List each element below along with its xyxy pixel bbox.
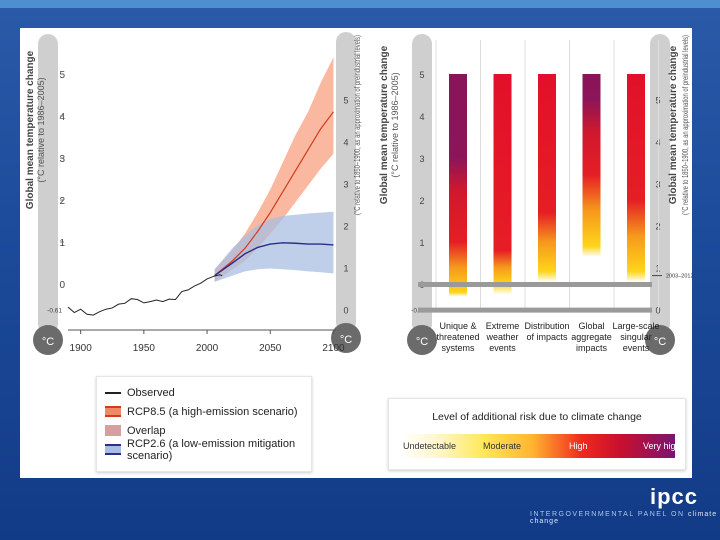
x-tick-label: 2050: [259, 343, 282, 354]
category-label: events: [623, 343, 650, 353]
right-thermometer-unit: °C: [340, 334, 352, 346]
right-thermometer-bulb: [331, 323, 361, 353]
right-panel-left-thermometer-tube: [412, 34, 432, 334]
rcp85-line: [214, 111, 334, 277]
left-thermometer-tube: [38, 34, 58, 334]
left-legend: Observed RCP8.5 (a high-emission scenari…: [96, 376, 312, 472]
category-label: Unique &: [439, 321, 476, 331]
category-label: Extreme: [486, 321, 520, 331]
legend-swatch-overlap: [105, 425, 121, 436]
category-label: Global: [578, 321, 604, 331]
right-panel-y-axis-sublabel: (°C relative to 1986–2005): [390, 72, 400, 177]
category-label: singular: [620, 332, 652, 342]
x-tick-label: 1900: [70, 343, 93, 354]
ipcc-subtitle: INTERGOVERNMENTAL PANEL ON climate chang…: [530, 511, 718, 525]
reference-bar-preindustrial: [418, 307, 652, 313]
risk-legend: Level of additional risk due to climate …: [388, 398, 686, 470]
category-label: weather: [485, 332, 518, 342]
legend-swatch-observed: [105, 391, 121, 394]
ipcc-logo: ipcc: [650, 484, 699, 509]
risk-label-very-high: Very high: [643, 441, 681, 451]
x-tick-label: 2000: [196, 343, 219, 354]
right-panel-right-thermometer-unit: °C: [654, 336, 666, 348]
right-panel-y2-axis-label: (°C relative to 1850–1900, as an approxi…: [680, 35, 690, 215]
right-panel-y-tick-label: 1: [419, 238, 424, 248]
y2-tick-label: 5: [343, 96, 348, 106]
risk-column: [449, 74, 467, 297]
legend-item-rcp26: RCP2.6 (a low-emission mitigation scenar…: [105, 437, 303, 462]
right-panel-y2-axis-title: Global mean temperature change: [668, 45, 679, 204]
y2-tick-label: 0: [343, 306, 348, 316]
y-axis-sublabel: (°C relative to 1986–2005): [36, 77, 46, 182]
y2-tick-label: 4: [343, 138, 348, 148]
top-accent-band: [0, 0, 720, 8]
x-tick-label: 2100: [322, 343, 345, 354]
category-label: Distribution: [524, 321, 569, 331]
legend-label-overlap: Overlap: [127, 424, 166, 437]
left-thermometer-bulb: [33, 325, 63, 355]
rcp26-line: [214, 242, 334, 277]
reference-bar-zero: [418, 282, 652, 287]
right-panel-y-axis-label: Global mean temperature change: [379, 45, 390, 204]
category-label: systems: [441, 343, 475, 353]
legend-swatch-rcp26: [105, 444, 121, 455]
risk-column: [493, 74, 512, 297]
right-panel-right-thermometer-bulb: [645, 325, 675, 355]
right-panel-right-thermometer-tube: [650, 34, 670, 334]
risk-label-moderate: Moderate: [483, 441, 522, 451]
risk-gradient-bar: [401, 434, 675, 458]
legend-item-rcp85: RCP8.5 (a high-emission scenario): [105, 402, 303, 421]
y2-tick-label: 1: [343, 264, 348, 274]
category-label: aggregate: [571, 332, 612, 342]
left-thermometer-unit: °C: [42, 336, 54, 348]
right-panel-y-tick-label: 2: [419, 196, 424, 206]
risk-legend-title: Level of additional risk due to climate …: [432, 411, 642, 423]
y-tick-label: 2: [59, 196, 65, 207]
y2-tick-label: 3: [343, 180, 348, 190]
y2-axis-label: (°C relative to 1850–1900, as an approxi…: [352, 35, 362, 215]
y2-tick-label: 2: [343, 222, 348, 232]
y-tick-label-offset: -0.61: [47, 308, 62, 315]
risk-label-undetectable: Undetectable: [403, 441, 457, 451]
right-thermometer-tube: [336, 32, 356, 332]
legend-label-observed: Observed: [127, 386, 175, 399]
right-panel-y-tick-label: 4: [419, 112, 424, 122]
y-tick-label: 0: [59, 280, 65, 291]
x-tick-label: 1950: [133, 343, 156, 354]
risk-column: [582, 74, 601, 297]
right-panel-y-tick-label: 5: [419, 70, 424, 80]
marker-label: 2003–2012: [666, 274, 694, 280]
category-label: events: [489, 343, 516, 353]
legend-item-overlap: Overlap: [105, 421, 303, 440]
right-panel-left-thermometer-unit: °C: [416, 336, 428, 348]
y-tick-label: 4: [59, 112, 65, 123]
y-tick-label: 3: [59, 154, 65, 165]
category-label: Large-scale: [612, 321, 659, 331]
y-tick-label: 5: [59, 70, 65, 81]
y-axis-label: Global mean temperature change: [25, 50, 36, 209]
legend-label-rcp26: RCP2.6 (a low-emission mitigation scenar…: [127, 437, 296, 462]
category-label: threatened: [436, 332, 479, 342]
legend-label-rcp85: RCP8.5 (a high-emission scenario): [127, 405, 298, 418]
right-panel-left-thermometer-bulb: [407, 325, 437, 355]
category-label: of impacts: [526, 332, 568, 342]
risk-label-high: High: [569, 441, 588, 451]
y-tick-label: 1: [59, 238, 65, 249]
category-label: impacts: [576, 343, 608, 353]
legend-swatch-rcp85: [105, 406, 121, 417]
risk-column: [627, 74, 645, 297]
risk-column: [538, 74, 556, 297]
observed-line: [67, 274, 223, 316]
rcp26-band: [214, 211, 334, 282]
legend-item-observed: Observed: [105, 383, 303, 402]
right-panel-y-tick-label: 3: [419, 154, 424, 164]
